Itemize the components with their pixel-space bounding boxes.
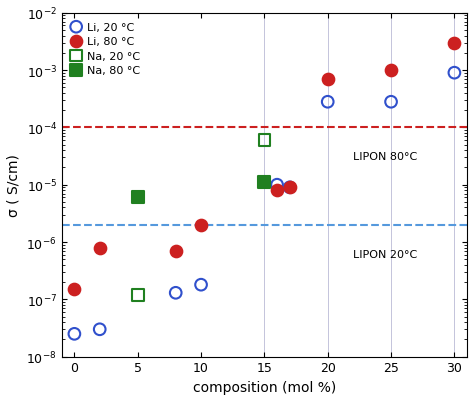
- Li, 20 °C: [286, 184, 293, 191]
- Li, 80 °C: [197, 222, 205, 229]
- Na, 20 °C: [134, 292, 142, 298]
- Li, 20 °C: [324, 99, 331, 106]
- Li, 80 °C: [172, 248, 180, 255]
- Text: LIPON 20°C: LIPON 20°C: [353, 249, 417, 259]
- Li, 20 °C: [273, 182, 281, 188]
- Li, 20 °C: [71, 331, 78, 337]
- Li, 80 °C: [324, 77, 331, 83]
- Na, 80 °C: [261, 180, 268, 186]
- Legend: Li, 20 °C, Li, 80 °C, Na, 20 °C, Na, 80 °C: Li, 20 °C, Li, 80 °C, Na, 20 °C, Na, 80 …: [67, 19, 144, 79]
- Li, 80 °C: [286, 184, 293, 191]
- Li, 20 °C: [451, 70, 458, 77]
- Y-axis label: σ ( S/cm): σ ( S/cm): [7, 154, 21, 217]
- X-axis label: composition (mol %): composition (mol %): [193, 380, 336, 394]
- Li, 20 °C: [172, 290, 180, 296]
- Li, 80 °C: [273, 188, 281, 194]
- Li, 20 °C: [387, 99, 395, 106]
- Li, 80 °C: [96, 245, 103, 251]
- Li, 20 °C: [96, 326, 103, 333]
- Li, 80 °C: [451, 41, 458, 47]
- Li, 20 °C: [197, 282, 205, 288]
- Li, 80 °C: [71, 286, 78, 293]
- Na, 80 °C: [134, 195, 142, 201]
- Na, 20 °C: [261, 138, 268, 144]
- Li, 80 °C: [387, 68, 395, 74]
- Text: LIPON 80°C: LIPON 80°C: [353, 152, 417, 162]
